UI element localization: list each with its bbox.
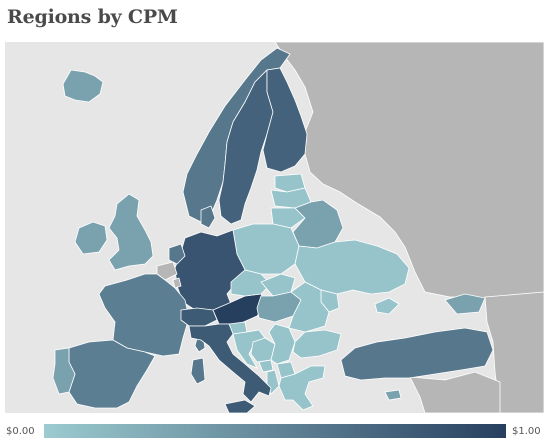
legend-gradient-bar: [44, 424, 506, 438]
region-turkey[interactable]: [340, 327, 494, 381]
region-portugal[interactable]: [52, 347, 76, 395]
region-lithuania[interactable]: [270, 207, 306, 229]
region-greece[interactable]: [278, 365, 326, 411]
region-bulgaria[interactable]: [292, 329, 342, 359]
region-italy[interactable]: [188, 323, 272, 403]
legend-max-label: $1.00: [512, 426, 541, 437]
region-georgia[interactable]: [444, 293, 486, 315]
region-germany[interactable]: [174, 229, 246, 311]
region-sicily[interactable]: [224, 399, 256, 413]
map-svg: [5, 42, 544, 413]
region-france[interactable]: [98, 273, 190, 357]
region-slovakia[interactable]: [260, 273, 296, 297]
region-denmark[interactable]: [200, 205, 216, 229]
choropleth-map[interactable]: [5, 42, 544, 413]
legend-min-label: $0.00: [6, 426, 35, 437]
region-luxembourg[interactable]: [172, 277, 182, 289]
region-cyprus[interactable]: [384, 389, 402, 401]
region-sardinia[interactable]: [190, 357, 206, 385]
region-middle-east[interactable]: [409, 371, 501, 413]
region-ireland[interactable]: [74, 221, 108, 255]
region-united-kingdom[interactable]: [108, 193, 154, 271]
region-czech-republic[interactable]: [230, 269, 272, 297]
region-netherlands[interactable]: [168, 243, 186, 265]
region-finland[interactable]: [262, 67, 308, 173]
region-iceland[interactable]: [62, 69, 104, 103]
region-montenegro[interactable]: [258, 359, 274, 373]
region-belgium[interactable]: [156, 261, 178, 281]
region-crimea[interactable]: [374, 297, 400, 315]
region-switzerland[interactable]: [180, 307, 218, 327]
map-title: Regions by CPM: [7, 6, 178, 28]
region-romania[interactable]: [288, 281, 330, 333]
